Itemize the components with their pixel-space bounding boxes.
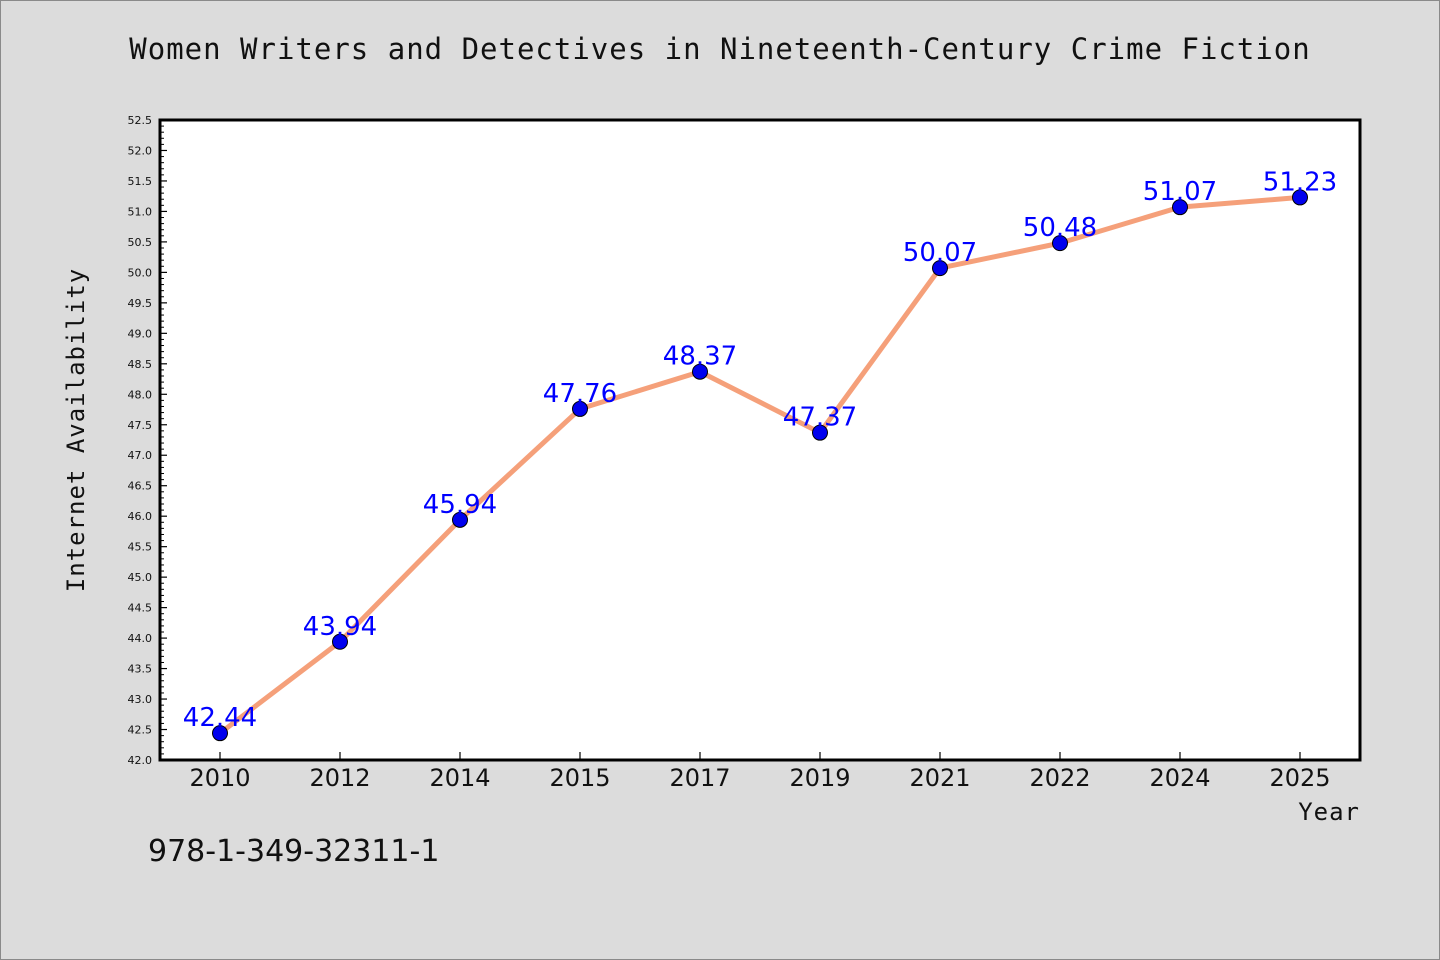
data-point [1052, 235, 1068, 252]
y-tick-label: 49.0 [128, 327, 153, 340]
data-point [572, 400, 588, 417]
x-tick-label: 2010 [189, 764, 250, 792]
series-markers [212, 189, 1308, 742]
y-tick-label: 51.0 [128, 205, 153, 218]
y-tick-label: 47.5 [128, 419, 153, 432]
x-axis-label: Year [1298, 798, 1360, 826]
x-tick-label: 2022 [1029, 764, 1090, 792]
x-tick-label: 2017 [669, 764, 730, 792]
data-point [212, 725, 228, 742]
data-label: 42.44 [183, 703, 257, 733]
data-point [812, 424, 828, 441]
data-label: 45.94 [423, 490, 497, 520]
data-label: 51.07 [1143, 177, 1217, 207]
y-tick-label: 43.0 [128, 693, 153, 706]
y-tick-label: 48.5 [128, 358, 153, 371]
x-tick-label: 2025 [1269, 764, 1330, 792]
data-point [452, 511, 468, 528]
y-tick-label: 47.0 [128, 449, 153, 462]
data-labels: 42.44 43.94 45.94 47.76 48.37 47.37 50.07 50.48… [183, 167, 1337, 733]
y-tick-label: 52.5 [128, 114, 153, 127]
data-label: 43.94 [303, 612, 377, 642]
data-label: 50.48 [1023, 213, 1097, 243]
data-point [1292, 189, 1308, 206]
x-tick-label: 2024 [1149, 764, 1210, 792]
x-axis-ticks: 2010 2012 2014 2015 2017 2019 2021 2022 2024 2025 [189, 752, 1331, 792]
series-line [218, 194, 1301, 736]
y-tick-label: 50.0 [128, 266, 153, 279]
plot-area [158, 118, 1362, 762]
y-tick-label: 44.5 [128, 602, 153, 615]
data-label: 50.07 [903, 238, 977, 268]
y-tick-label: 48.0 [128, 388, 153, 401]
data-label: 48.37 [663, 342, 737, 372]
y-tick-label: 46.0 [128, 510, 153, 523]
data-point [1172, 199, 1188, 216]
y-tick-label: 49.5 [128, 297, 153, 310]
y-tick-label: 42.0 [128, 754, 153, 767]
data-point [332, 633, 348, 650]
data-label: 51.23 [1263, 167, 1337, 197]
y-tick-label: 43.5 [128, 663, 153, 676]
x-tick-label: 2014 [429, 764, 490, 792]
data-label: 47.76 [543, 379, 617, 409]
y-axis-ticks: 42.0 42.5 43.0 43.5 44.0 44.5 45.0 45.5 46.0 46.5… [128, 114, 167, 767]
y-tick-label: 45.0 [128, 571, 153, 584]
data-point [932, 260, 948, 277]
data-label: 47.37 [783, 403, 857, 433]
y-axis-label: Internet Availability [62, 268, 90, 592]
x-tick-label: 2021 [909, 764, 970, 792]
y-tick-label: 42.5 [128, 724, 153, 737]
y-tick-label: 46.5 [128, 480, 153, 493]
isbn-text: 978-1-349-32311-1 [148, 834, 440, 869]
y-tick-label: 50.5 [128, 236, 153, 249]
y-tick-label: 52.0 [128, 144, 153, 157]
y-tick-label: 44.0 [128, 632, 153, 645]
y-tick-label: 45.5 [128, 541, 153, 554]
x-tick-label: 2015 [549, 764, 610, 792]
data-point [692, 363, 708, 380]
x-tick-label: 2019 [789, 764, 850, 792]
chart-title: Women Writers and Detectives in Nineteen… [129, 32, 1311, 66]
x-tick-label: 2012 [309, 764, 370, 792]
y-tick-label: 51.5 [128, 175, 153, 188]
